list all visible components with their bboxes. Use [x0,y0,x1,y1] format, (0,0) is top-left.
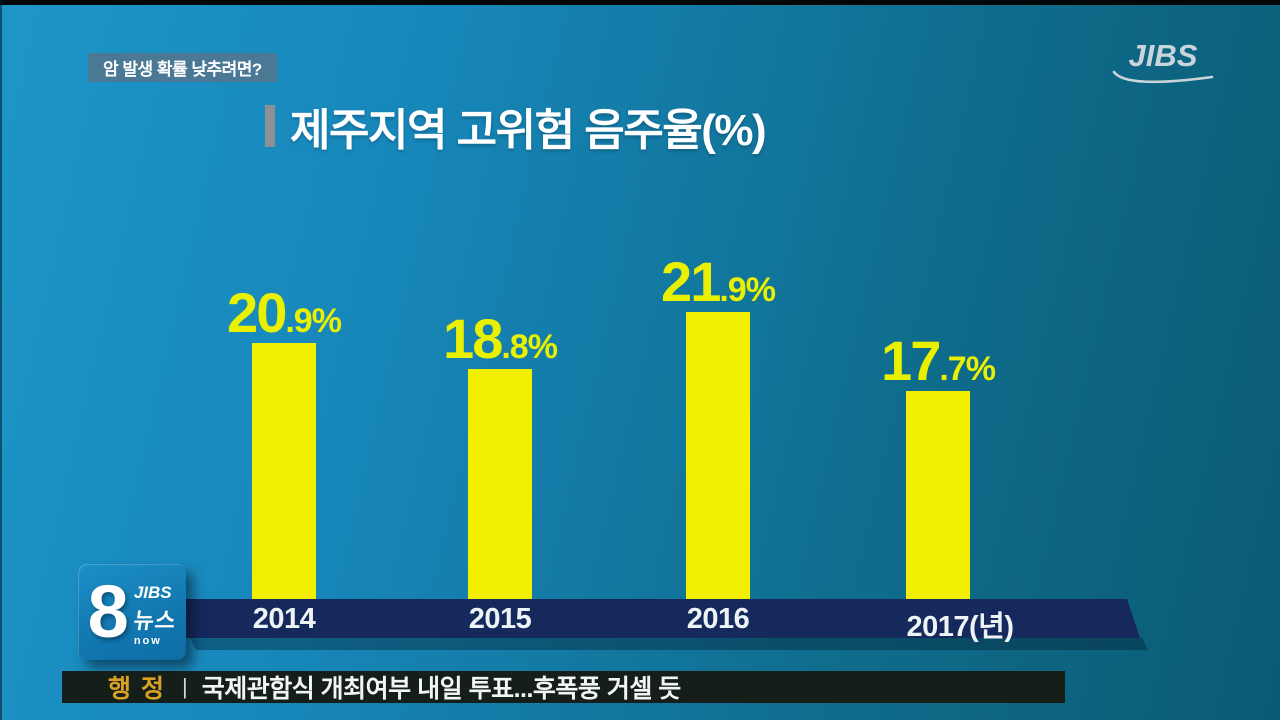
news-ticker: 행정 | 국제관함식 개최여부 내일 투표...후폭풍 거셀 듯 [62,671,1065,703]
ticker-divider: | [182,674,188,699]
badge-number: 8 [87,569,129,653]
channel-logo-text: JIBS [1128,38,1198,73]
kicker-banner: 암 발생 확률 낮추려면? [88,53,277,82]
bar-value-label: 20.9% [227,281,342,344]
title-accent-bar [265,105,275,147]
bar [686,312,750,599]
bar [906,391,970,599]
x-axis-tick-label: 2015 [468,603,532,635]
badge-news-word: 뉴스 [131,608,178,633]
badge-brand: JIBS [133,583,172,602]
ticker-category: 행정 [108,675,175,703]
bar [252,343,316,599]
x-axis-tick-label: 2017(년) [906,611,1014,643]
bar-group: 17.7% [881,333,996,599]
bar-value-label: 21.9% [661,250,776,313]
badge-sub-word: now [133,635,162,647]
axis-band-shadow [190,638,1148,650]
kicker-text: 암 발생 확률 낮추려면? [103,60,262,79]
top-letterbox-strip [0,0,1280,5]
left-edge-shade [0,0,2,720]
bar-group: 18.8% [443,311,558,599]
x-axis-tick-label: 2014 [252,603,316,635]
channel-logo-swoosh-icon [1112,70,1214,84]
chart-title: 제주지역 고위험 음주율(%) [290,106,767,155]
bar-value-label: 17.7% [881,329,996,392]
bar-group: 21.9% [661,254,776,599]
bar-group: 20.9% [227,285,342,599]
news-program-badge: 8 JIBS 뉴스 now [78,564,186,660]
x-axis-band [177,599,1140,638]
bar-value-label: 18.8% [443,307,558,370]
chart-title-row: 제주지역 고위험 음주율(%) [265,94,767,158]
ticker-headline: 국제관함식 개최여부 내일 투표...후폭풍 거셀 듯 [201,675,682,703]
x-axis-tick-label: 2016 [686,603,750,635]
bar [468,369,532,599]
channel-logo: JIBS [1108,38,1218,86]
